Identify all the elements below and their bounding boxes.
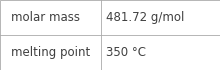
- Text: molar mass: molar mass: [11, 11, 80, 24]
- Text: 350 °C: 350 °C: [106, 46, 146, 59]
- Text: melting point: melting point: [11, 46, 90, 59]
- Text: 481.72 g/mol: 481.72 g/mol: [106, 11, 184, 24]
